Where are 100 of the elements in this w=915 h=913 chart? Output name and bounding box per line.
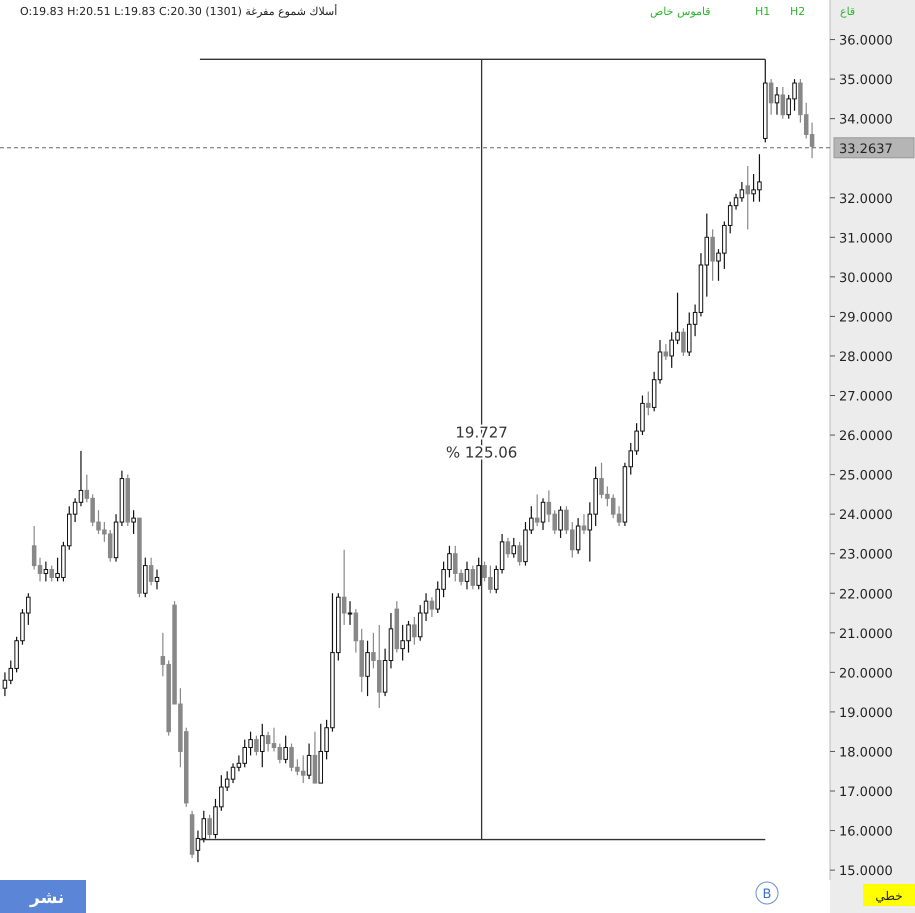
candlestick bbox=[131, 510, 136, 535]
candlestick bbox=[616, 506, 622, 527]
candlestick bbox=[488, 564, 493, 594]
candlestick bbox=[664, 343, 668, 361]
candlestick bbox=[576, 518, 580, 554]
candlestick bbox=[236, 754, 242, 772]
candlestick bbox=[8, 660, 14, 685]
candlestick bbox=[506, 537, 510, 558]
candlestick bbox=[529, 506, 534, 535]
candlestick bbox=[634, 422, 639, 456]
candlestick bbox=[447, 545, 452, 578]
ytick: 25.0000 bbox=[839, 468, 893, 484]
text: قاع bbox=[840, 5, 856, 18]
candlestick bbox=[254, 735, 259, 756]
candlestick bbox=[160, 632, 166, 677]
candlestick bbox=[681, 328, 686, 357]
ytick: 24.0000 bbox=[839, 508, 893, 524]
candlestick bbox=[207, 814, 212, 840]
candlestick bbox=[224, 770, 230, 792]
candlestick bbox=[588, 502, 592, 562]
candlestick bbox=[728, 201, 732, 234]
candlestick bbox=[470, 564, 476, 590]
text: خطي bbox=[875, 889, 903, 903]
ytick: 31.0000 bbox=[839, 231, 893, 246]
ytick: 32.0000 bbox=[839, 192, 893, 207]
candlestick bbox=[266, 731, 270, 752]
candlestick bbox=[84, 474, 90, 503]
ytick: 27.0000 bbox=[839, 390, 893, 404]
candlestick bbox=[219, 774, 224, 812]
candlestick bbox=[675, 292, 680, 345]
candlestick bbox=[102, 521, 107, 542]
candlestick bbox=[441, 561, 446, 598]
candlestick bbox=[534, 494, 540, 527]
candlestick bbox=[453, 545, 458, 582]
ytick: 16.0000 bbox=[839, 824, 893, 840]
candlestick bbox=[148, 557, 154, 586]
annotation: قاموس خاص bbox=[650, 5, 711, 18]
candlestick bbox=[272, 727, 276, 752]
text: نشر bbox=[29, 888, 64, 908]
candlestick bbox=[230, 762, 236, 784]
candlestick bbox=[610, 494, 616, 519]
candlestick bbox=[692, 304, 698, 337]
candlestick bbox=[242, 738, 247, 768]
candlestick bbox=[260, 723, 265, 768]
candlestick bbox=[716, 248, 721, 282]
candlestick bbox=[55, 557, 60, 582]
candlestick bbox=[540, 498, 546, 531]
candlestick bbox=[774, 86, 780, 116]
candlestick bbox=[734, 193, 738, 210]
candlestick bbox=[32, 525, 36, 570]
candlestick bbox=[792, 78, 797, 112]
candlestick bbox=[108, 529, 112, 562]
text: B bbox=[762, 887, 772, 902]
candlestick bbox=[646, 390, 651, 416]
candlestick bbox=[44, 561, 48, 582]
candlestick bbox=[482, 561, 487, 582]
candlestick bbox=[324, 719, 329, 760]
candlestick bbox=[348, 600, 352, 626]
ytick: 23.0000 bbox=[839, 548, 893, 563]
candlestick bbox=[810, 122, 814, 159]
candlestick bbox=[78, 450, 84, 507]
candlestick bbox=[196, 830, 200, 863]
candlestick bbox=[90, 494, 95, 527]
candlestick bbox=[418, 604, 422, 642]
candlestick bbox=[546, 490, 552, 523]
ytick: 30.0000 bbox=[839, 270, 893, 286]
candlestick bbox=[564, 506, 569, 535]
candlestick bbox=[283, 735, 288, 764]
ytick: 26.0000 bbox=[839, 429, 893, 444]
title: أسلاك شموع مفرغة (1301) O:19.83 H:20.51 L:19.83 C:20.30 bbox=[20, 5, 338, 18]
ytick: 20.0000 bbox=[839, 666, 893, 682]
candlestick bbox=[494, 564, 498, 594]
ytick: 34.0000 bbox=[839, 112, 893, 128]
candlestick bbox=[512, 537, 516, 558]
ytick: 35.0000 bbox=[839, 73, 893, 88]
candlestick bbox=[96, 510, 101, 535]
ref-label: 33.2637 bbox=[839, 142, 893, 157]
candlestick bbox=[72, 498, 78, 523]
candlestick bbox=[278, 742, 282, 764]
ytick: 36.0000 bbox=[839, 34, 893, 49]
candlestick bbox=[400, 624, 405, 662]
candlestick bbox=[804, 102, 808, 140]
candlestick bbox=[38, 557, 42, 582]
candlestick bbox=[476, 557, 481, 590]
candlestick bbox=[751, 173, 756, 202]
candlestick bbox=[202, 810, 206, 844]
candlestick bbox=[570, 521, 575, 558]
candlestick bbox=[786, 94, 791, 120]
candlestick bbox=[248, 731, 253, 756]
ytick: 29.0000 bbox=[839, 310, 893, 326]
candlestick bbox=[365, 640, 370, 697]
candlestick bbox=[464, 561, 470, 590]
candlestick bbox=[458, 568, 464, 586]
candlestick bbox=[371, 632, 376, 670]
candlestick bbox=[710, 228, 715, 282]
ytick: 17.0000 bbox=[839, 785, 893, 800]
candlestick bbox=[740, 181, 744, 202]
ytick: 28.0000 bbox=[839, 350, 893, 365]
candlestick bbox=[430, 596, 434, 618]
candlestick bbox=[306, 742, 312, 780]
